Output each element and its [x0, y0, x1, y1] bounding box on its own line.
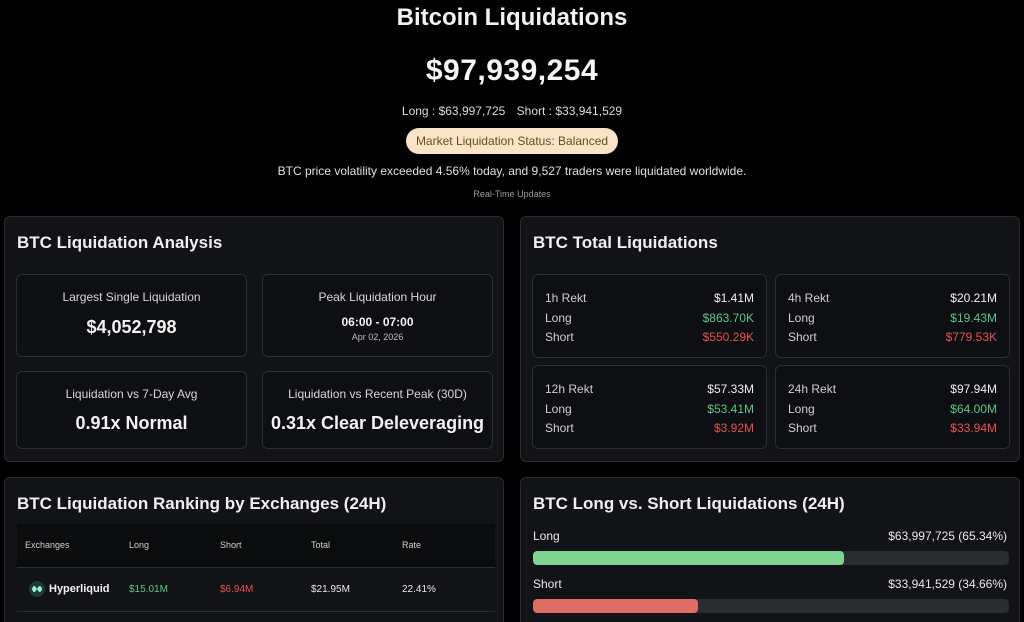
realtime-updates-label: Real-Time Updates [473, 189, 551, 199]
rekt-total: $20.21M [950, 291, 997, 305]
short-label: Short [545, 330, 574, 344]
long-label: Long [545, 311, 572, 325]
rekt-4h-card: 4h Rekt $20.21M Long $19.43M Short $779.53K [775, 274, 1010, 358]
exchange-rate: 22.41% [402, 584, 436, 595]
long-value: $64.00M [950, 402, 997, 416]
long-label: Long [533, 529, 560, 543]
long-bar-track [533, 551, 1009, 565]
short-value: $33.94M [950, 421, 997, 435]
rekt-long-row: Long $64.00M [788, 402, 997, 418]
hyperliquid-logo-icon [29, 581, 45, 597]
exchange-ranking-panel: BTC Liquidation Ranking by Exchanges (24… [4, 477, 504, 622]
long-label: Long [788, 311, 815, 325]
short-value: $3.92M [713, 421, 754, 435]
short-value: $779.53K [945, 330, 997, 344]
long-label: Long [545, 402, 572, 416]
table-header: Exchanges Long Short Total Rate [17, 524, 495, 568]
rekt-total-row: 1h Rekt $1.41M [545, 291, 754, 307]
short-value: $33,941,529 (34.66%) [888, 577, 1007, 591]
long-value: $53.41M [707, 402, 754, 416]
short-label: Short [545, 421, 574, 435]
peak-hour-card: Peak Liquidation Hour 06:00 - 07:00 Apr … [262, 274, 493, 357]
stat-value: 06:00 - 07:00 [341, 315, 414, 329]
column-header-total[interactable]: Total [311, 540, 331, 550]
analysis-title: BTC Liquidation Analysis [17, 233, 223, 252]
exchange-long: $15.01M [129, 584, 168, 595]
exchange-ranking-title: BTC Liquidation Ranking by Exchanges (24… [17, 494, 387, 513]
stat-value: 0.31x Clear Deleveraging [270, 413, 485, 433]
rekt-12h-card: 12h Rekt $57.33M Long $53.41M Short $3.92M [532, 365, 767, 449]
column-header-short[interactable]: Short [220, 540, 242, 550]
short-value: $550.29K [702, 330, 754, 344]
rekt-total: $57.33M [707, 382, 754, 396]
stat-label: Liquidation vs Recent Peak (30D) [288, 387, 467, 401]
rekt-short-row: Short $33.94M [788, 421, 997, 437]
page-title: Bitcoin Liquidations [396, 4, 628, 31]
total-liquidation-amount: $97,939,254 [425, 54, 599, 87]
rekt-total: $97.94M [950, 382, 997, 396]
rekt-label: 4h Rekt [788, 291, 830, 305]
short-total: Short : $33,941,529 [516, 104, 623, 118]
long-bar-fill [533, 551, 845, 565]
rekt-total: $1.41M [713, 291, 754, 305]
table-row[interactable]: Hyperliquid $15.01M $6.94M $21.95M 22.41… [17, 568, 495, 612]
market-status-badge: Market Liquidation Status: Balanced [406, 128, 618, 154]
vs-recent-peak-card: Liquidation vs Recent Peak (30D) 0.31x C… [262, 371, 493, 449]
stat-label: Liquidation vs 7-Day Avg [65, 387, 198, 401]
rekt-long-row: Long $863.70K [545, 311, 754, 327]
short-label: Short [788, 421, 817, 435]
column-header-exchanges[interactable]: Exchanges [25, 540, 70, 550]
exchange-short: $6.94M [220, 584, 254, 595]
exchange-name[interactable]: Hyperliquid [49, 583, 110, 595]
long-value: $863.70K [702, 311, 754, 325]
long-short-title: BTC Long vs. Short Liquidations (24H) [533, 494, 845, 513]
exchange-total: $21.95M [311, 584, 350, 595]
column-header-long[interactable]: Long [129, 540, 150, 550]
short-bar-track [533, 599, 1009, 613]
rekt-label: 24h Rekt [788, 382, 837, 396]
largest-liquidation-card: Largest Single Liquidation $4,052,798 [16, 274, 247, 357]
stat-label: Largest Single Liquidation [62, 290, 201, 304]
analysis-panel: BTC Liquidation Analysis Largest Single … [4, 216, 504, 462]
stat-value: $4,052,798 [86, 317, 177, 337]
long-label: Long [788, 402, 815, 416]
peak-hour-date: Apr 02, 2026 [351, 332, 404, 342]
long-short-panel: BTC Long vs. Short Liquidations (24H) Lo… [520, 477, 1020, 622]
rekt-short-row: Short $779.53K [788, 330, 997, 346]
column-header-rate[interactable]: Rate [402, 540, 422, 550]
rekt-long-row: Long $19.43M [788, 311, 997, 327]
short-label: Short [788, 330, 817, 344]
short-label: Short [533, 577, 562, 591]
short-bar-fill [533, 599, 698, 613]
long-short-split: Long : $63,997,725 Short : $33,941,529 [0, 104, 1024, 118]
rekt-24h-card: 24h Rekt $97.94M Long $64.00M Short $33.94M [775, 365, 1010, 449]
long-value: $19.43M [950, 311, 997, 325]
rekt-label: 1h Rekt [545, 291, 587, 305]
stat-value: 0.91x Normal [75, 413, 188, 433]
volatility-note: BTC price volatility exceeded 4.56% toda… [277, 164, 747, 178]
rekt-total-row: 12h Rekt $57.33M [545, 382, 754, 398]
long-total: Long : $63,997,725 [401, 104, 506, 118]
rekt-long-row: Long $53.41M [545, 402, 754, 418]
vs-7day-card: Liquidation vs 7-Day Avg 0.91x Normal [16, 371, 247, 449]
rekt-short-row: Short $550.29K [545, 330, 754, 346]
total-liquidations-title: BTC Total Liquidations [533, 233, 718, 252]
rekt-total-row: 4h Rekt $20.21M [788, 291, 997, 307]
rekt-1h-card: 1h Rekt $1.41M Long $863.70K Short $550.29K [532, 274, 767, 358]
total-liquidations-panel: BTC Total Liquidations 1h Rekt $1.41M Lon… [520, 216, 1020, 462]
rekt-total-row: 24h Rekt $97.94M [788, 382, 997, 398]
stat-label: Peak Liquidation Hour [318, 290, 437, 304]
long-value: $63,997,725 (65.34%) [888, 529, 1007, 543]
rekt-label: 12h Rekt [545, 382, 594, 396]
rekt-short-row: Short $3.92M [545, 421, 754, 437]
